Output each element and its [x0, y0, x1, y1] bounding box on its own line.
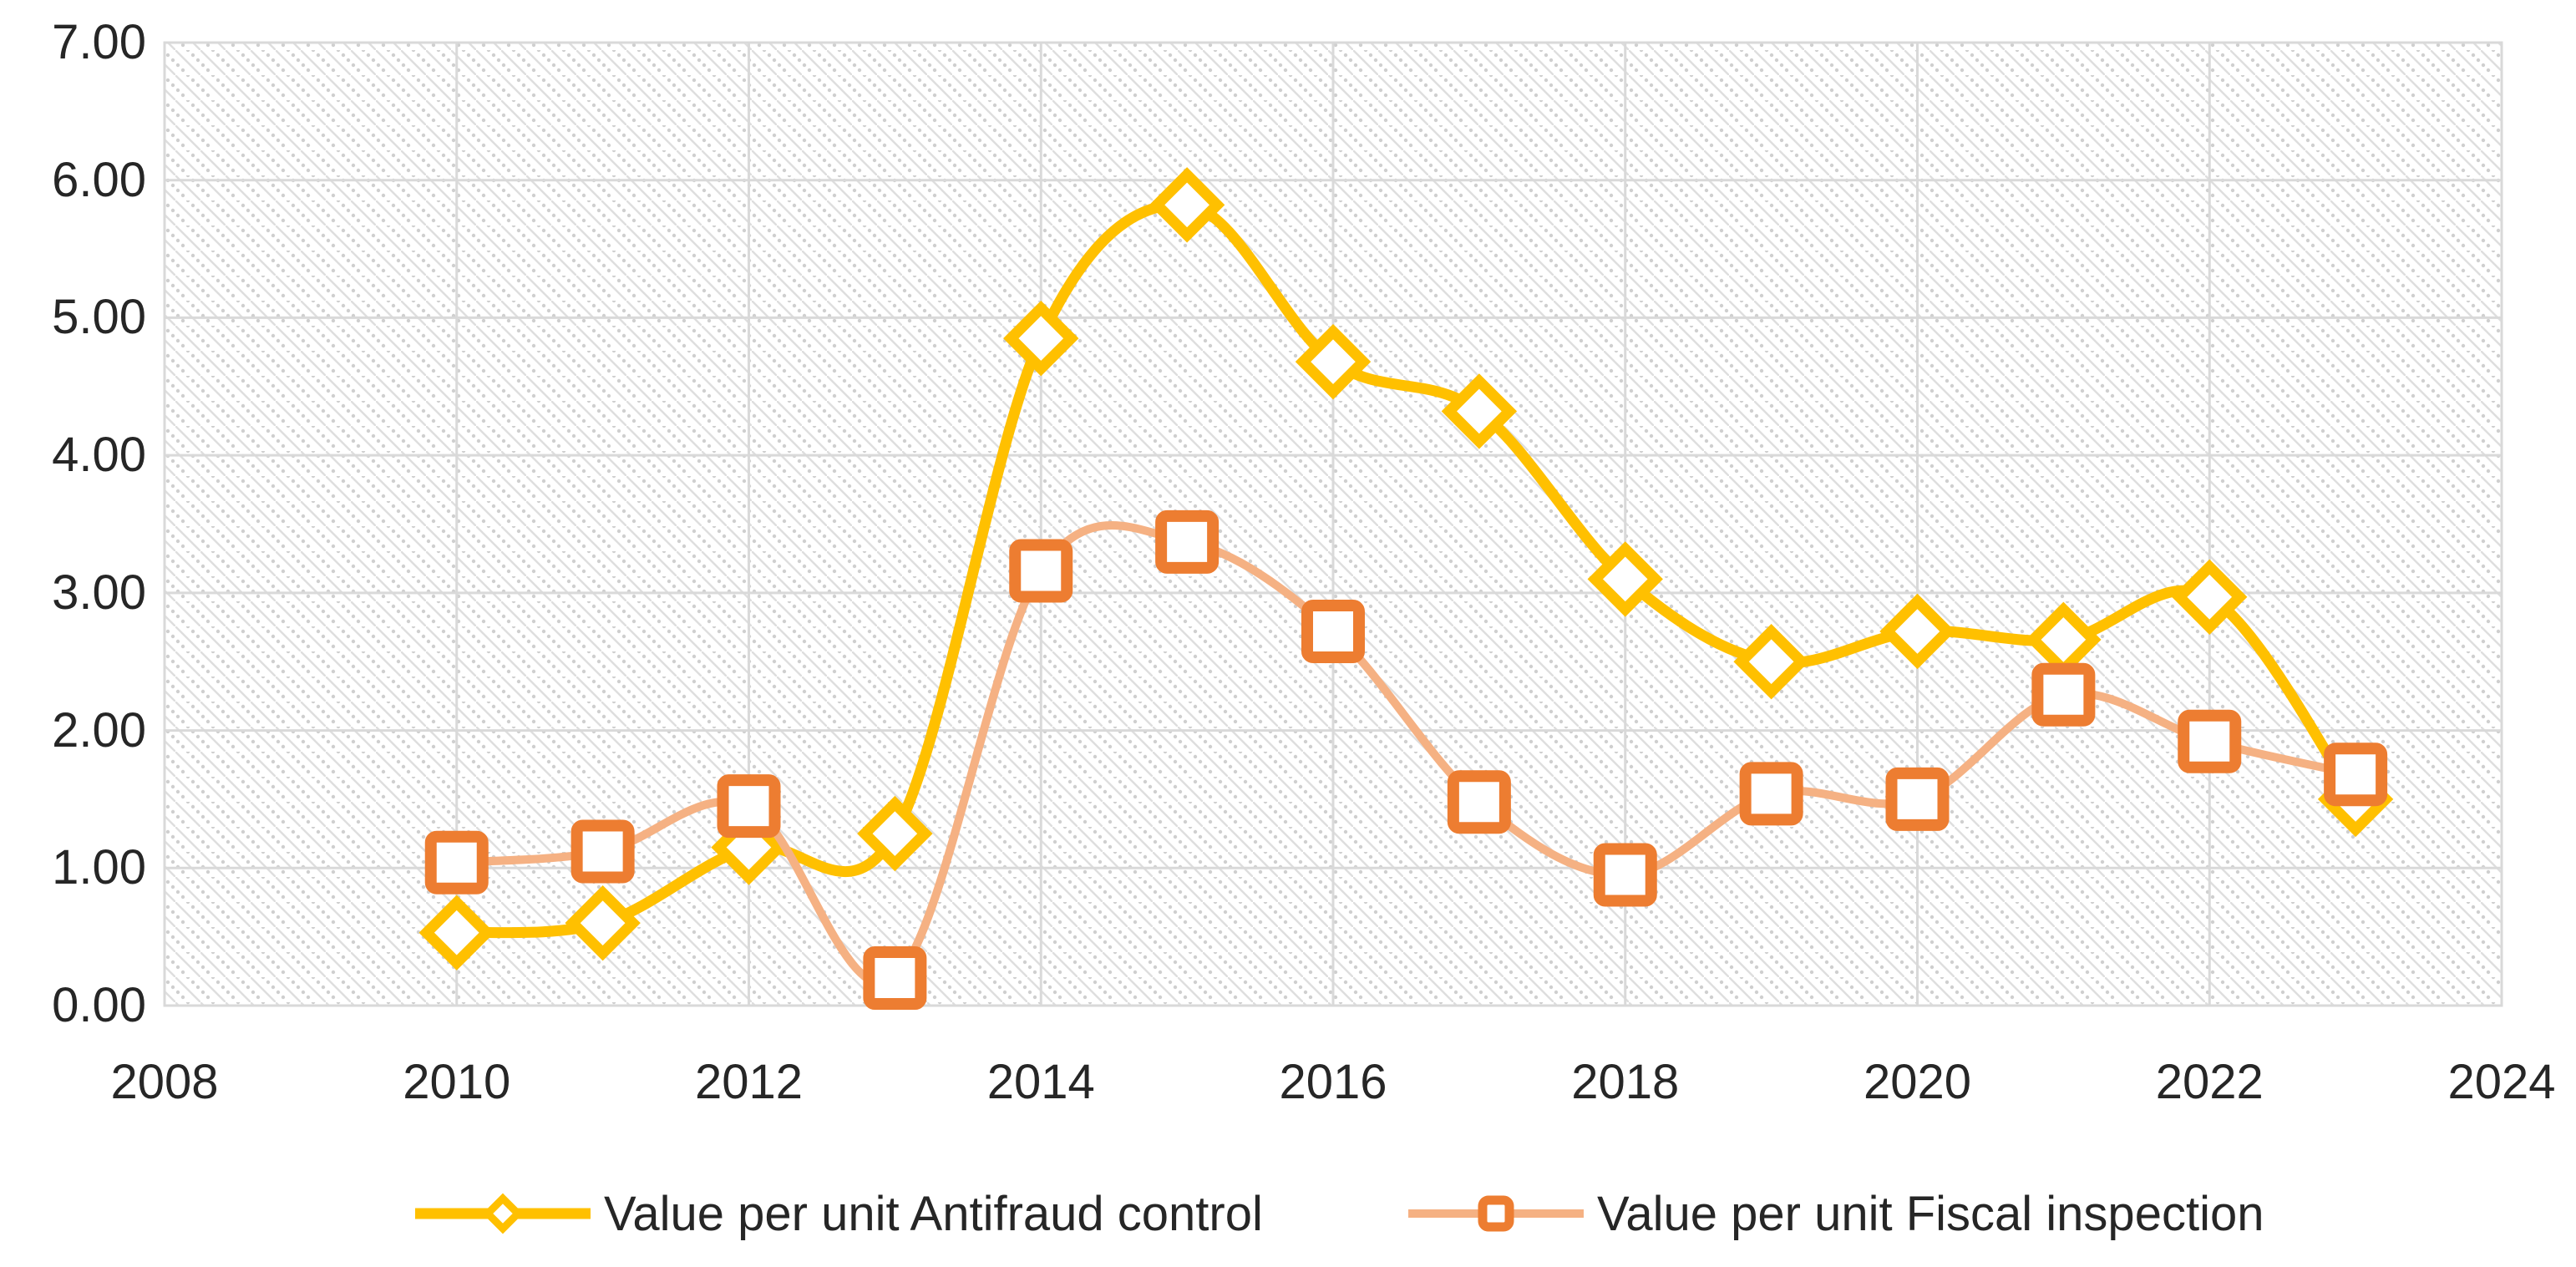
- data-point-marker: [857, 795, 933, 872]
- y-tick-label: 6.00: [52, 152, 146, 207]
- data-point-marker: [1441, 373, 1518, 449]
- legend-line-diamond-sample: [415, 1193, 591, 1234]
- data-point-marker: [1879, 593, 1955, 670]
- x-tick-label: 2020: [1863, 1055, 1972, 1109]
- data-point-marker: [1149, 167, 1225, 243]
- y-tick-label: 7.00: [52, 15, 146, 69]
- series-fiscal-markers: [424, 509, 2388, 1011]
- data-point-marker: [863, 946, 927, 1011]
- y-tick-label: 0.00: [52, 978, 146, 1032]
- legend-label-fiscal: Value per unit Fiscal inspection: [1597, 1186, 2264, 1241]
- data-point-marker: [1733, 624, 1809, 700]
- data-point-marker: [1739, 762, 1803, 826]
- series-antifraud-markers: [418, 167, 2394, 971]
- x-tick-label: 2018: [1571, 1055, 1680, 1109]
- legend-line-square-sample: [1408, 1195, 1584, 1232]
- data-point-marker: [2178, 709, 2242, 773]
- data-point-marker: [1155, 509, 1220, 574]
- x-tick-label: 2022: [2155, 1055, 2264, 1109]
- legend-label-antifraud: Value per unit Antifraud control: [604, 1186, 1263, 1241]
- data-point-marker: [1885, 767, 1950, 831]
- data-point-marker: [1301, 599, 1365, 663]
- y-tick-label: 5.00: [52, 290, 146, 345]
- data-point-marker: [1003, 300, 1079, 377]
- y-tick-label: 2.00: [52, 702, 146, 758]
- data-point-marker: [1447, 770, 1511, 834]
- x-tick-label: 2008: [110, 1055, 219, 1109]
- y-tick-label: 1.00: [52, 840, 146, 895]
- data-point-marker: [424, 830, 489, 895]
- data-point-marker: [1009, 539, 1073, 603]
- x-tick-label: 2012: [694, 1055, 804, 1109]
- x-tick-label: 2010: [403, 1055, 511, 1109]
- x-tick-label: 2014: [986, 1055, 1095, 1109]
- data-point-marker: [418, 895, 494, 971]
- data-point-marker: [565, 884, 641, 961]
- data-point-marker: [2031, 662, 2096, 727]
- chart-legend: Value per unit Antifraud control Value p…: [0, 1176, 2576, 1251]
- legend-item-fiscal: Value per unit Fiscal inspection: [1405, 1176, 2264, 1251]
- data-point-marker: [1593, 843, 1657, 907]
- data-point-marker: [2172, 559, 2248, 635]
- x-tick-label: 2016: [1279, 1055, 1387, 1109]
- y-tick-label: 4.00: [52, 428, 146, 483]
- x-tick-label: 2024: [2447, 1055, 2556, 1109]
- legend-item-antifraud: Value per unit Antifraud control: [412, 1176, 1263, 1251]
- data-point-marker: [570, 819, 635, 884]
- y-tick-label: 3.00: [52, 565, 146, 620]
- data-point-marker: [2324, 742, 2388, 807]
- data-point-marker: [1587, 541, 1663, 617]
- data-point-marker: [1295, 323, 1372, 400]
- data-point-marker: [717, 774, 781, 839]
